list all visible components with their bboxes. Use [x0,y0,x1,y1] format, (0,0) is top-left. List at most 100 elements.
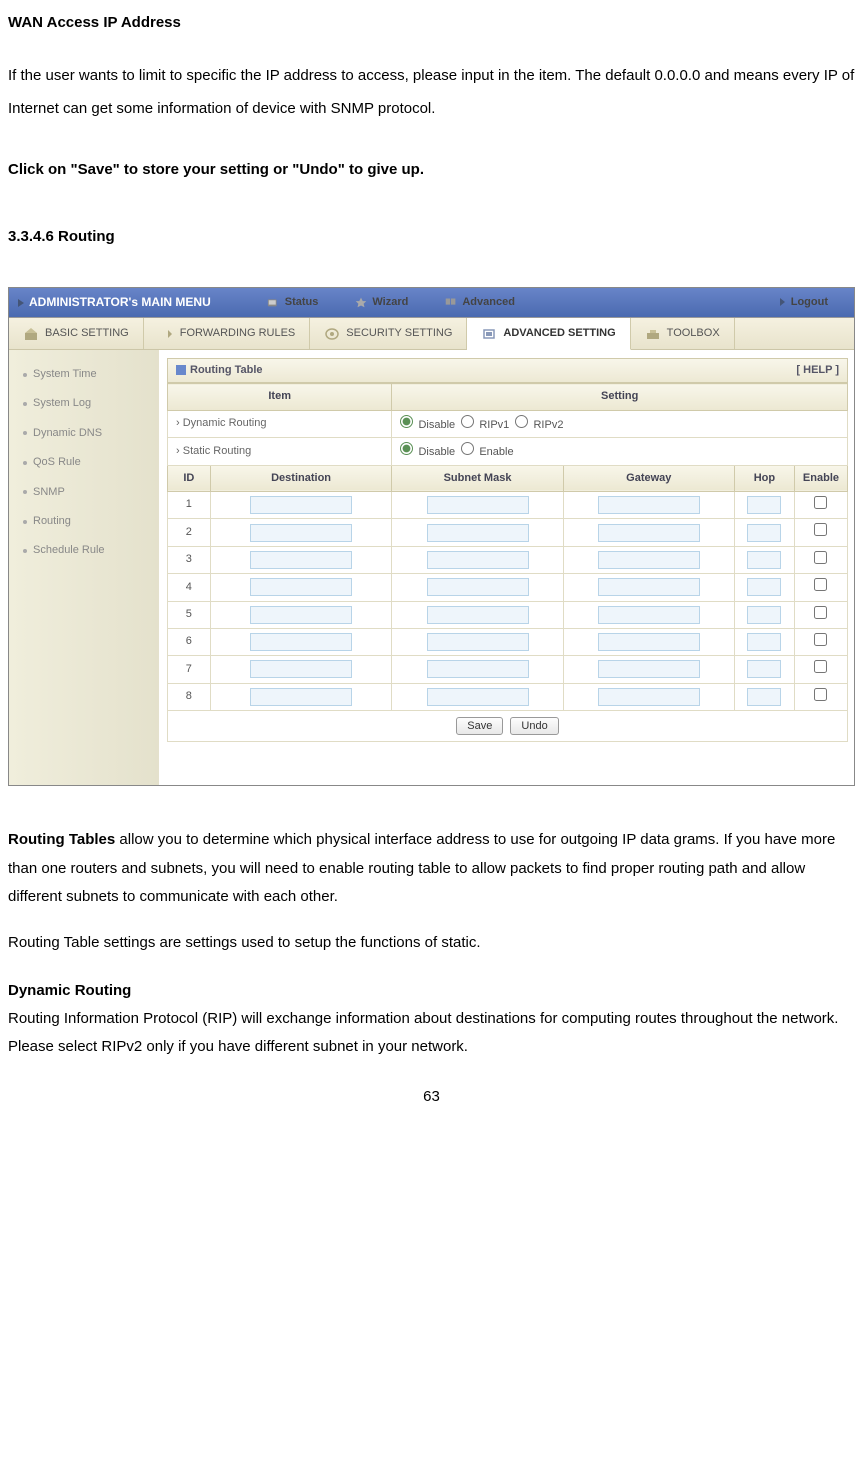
tab-forwarding[interactable]: FORWARDING RULES [144,318,311,349]
advanced-setting-icon [481,327,497,341]
subnet-input[interactable] [427,688,529,706]
col-gateway: Gateway [563,465,734,491]
gateway-input[interactable] [598,688,700,706]
enable-checkbox[interactable] [814,633,827,646]
cell-gateway [563,519,734,546]
table-row: 4 [168,574,848,601]
cell-dest [210,574,392,601]
bullet-icon [23,461,27,465]
cell-gateway [563,491,734,518]
destination-input[interactable] [250,633,352,651]
gateway-input[interactable] [598,551,700,569]
forwarding-icon [158,327,174,341]
hop-input[interactable] [747,551,781,569]
tab-toolbox-label: TOOLBOX [667,326,720,341]
cell-mask [392,683,563,710]
static-opt-disable[interactable]: Disable [400,446,455,458]
gateway-input[interactable] [598,496,700,514]
sidebar-item-routing[interactable]: Routing [9,507,159,536]
col-enable: Enable [794,465,847,491]
sidebar-item-dynamic-dns[interactable]: Dynamic DNS [9,419,159,448]
bullet-icon [23,373,27,377]
top-status-label: Status [285,295,319,310]
destination-input[interactable] [250,606,352,624]
enable-checkbox[interactable] [814,551,827,564]
tab-basic-label: BASIC SETTING [45,326,129,341]
subnet-input[interactable] [427,578,529,596]
static-routing-label: › Static Routing [168,438,392,465]
dyn-label-text: Dynamic Routing [183,417,267,429]
destination-input[interactable] [250,551,352,569]
dynamic-routing-label: › Dynamic Routing [168,410,392,437]
dyn-opt-ripv1[interactable]: RIPv1 [461,419,509,431]
panel-title-wrap: Routing Table [176,363,263,378]
table-row: 8 [168,683,848,710]
destination-input[interactable] [250,688,352,706]
tab-security[interactable]: SECURITY SETTING [310,318,467,349]
top-logout[interactable]: Logout [762,295,846,310]
help-link[interactable]: [ HELP ] [796,363,839,378]
top-wizard[interactable]: Wizard [336,295,426,310]
static-label-text: Static Routing [183,445,251,457]
cell-hop [734,491,794,518]
cell-enable [794,683,847,710]
hop-input[interactable] [747,606,781,624]
col-subnet: Subnet Mask [392,465,563,491]
top-advanced[interactable]: Advanced [426,295,533,310]
gateway-input[interactable] [598,606,700,624]
gateway-input[interactable] [598,660,700,678]
cell-enable [794,628,847,655]
enable-checkbox[interactable] [814,688,827,701]
toolbox-icon [645,327,661,341]
sidebar-item-schedule[interactable]: Schedule Rule [9,536,159,565]
save-button[interactable]: Save [456,717,503,735]
enable-checkbox[interactable] [814,523,827,536]
sidebar-item-system-log[interactable]: System Log [9,389,159,418]
hop-input[interactable] [747,524,781,542]
static-opt-enable[interactable]: Enable [461,446,513,458]
sidebar-item-snmp[interactable]: SNMP [9,478,159,507]
router-ui-screenshot: ADMINISTRATOR's MAIN MENU Status Wizard … [8,287,855,786]
gateway-input[interactable] [598,578,700,596]
opt-label: Enable [479,446,513,458]
tab-toolbox[interactable]: TOOLBOX [631,318,735,349]
cell-dest [210,656,392,683]
bullet-icon [23,431,27,435]
enable-checkbox[interactable] [814,578,827,591]
col-item: Item [168,384,392,410]
cell-gateway [563,656,734,683]
enable-checkbox[interactable] [814,606,827,619]
destination-input[interactable] [250,578,352,596]
subnet-input[interactable] [427,551,529,569]
hop-input[interactable] [747,633,781,651]
subnet-input[interactable] [427,633,529,651]
dyn-opt-disable[interactable]: Disable [400,419,455,431]
tab-basic[interactable]: BASIC SETTING [9,318,144,349]
hop-input[interactable] [747,578,781,596]
sidebar-item-qos[interactable]: QoS Rule [9,448,159,477]
hop-input[interactable] [747,660,781,678]
cell-hop [734,519,794,546]
table-row: 7 [168,656,848,683]
hop-input[interactable] [747,688,781,706]
gateway-input[interactable] [598,633,700,651]
enable-checkbox[interactable] [814,660,827,673]
subnet-input[interactable] [427,524,529,542]
tab-advanced-setting[interactable]: ADVANCED SETTING [467,318,630,350]
subnet-input[interactable] [427,496,529,514]
subnet-input[interactable] [427,606,529,624]
top-status[interactable]: Status [249,295,337,310]
destination-input[interactable] [250,524,352,542]
destination-input[interactable] [250,660,352,678]
hop-input[interactable] [747,496,781,514]
sidebar-item-system-time[interactable]: System Time [9,360,159,389]
enable-checkbox[interactable] [814,496,827,509]
cell-gateway [563,628,734,655]
destination-input[interactable] [250,496,352,514]
gateway-input[interactable] [598,524,700,542]
cell-hop [734,628,794,655]
tab-security-label: SECURITY SETTING [346,326,452,341]
undo-button[interactable]: Undo [510,717,558,735]
dyn-opt-ripv2[interactable]: RIPv2 [515,419,563,431]
subnet-input[interactable] [427,660,529,678]
